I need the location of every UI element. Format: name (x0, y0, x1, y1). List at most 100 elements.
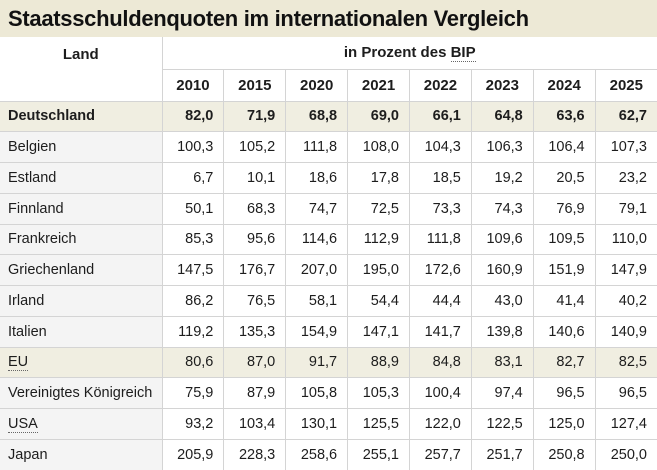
value-cell: 82,5 (595, 347, 657, 379)
value-cell: 140,6 (533, 316, 596, 348)
table-row: Japan 205,9 228,3 258,6 255,1 257,7 251,7 250,8… (0, 439, 657, 470)
country-cell: Irland (0, 285, 163, 317)
unit-label: in Prozent des (343, 44, 447, 62)
value-cell: 151,9 (533, 254, 596, 286)
country-cell: Vereinigtes Königreich (0, 377, 163, 409)
value-cell: 54,4 (347, 285, 410, 317)
value-cell: 147,9 (595, 254, 657, 286)
column-header-year: 2022 (409, 69, 472, 102)
value-cell: 141,7 (409, 316, 472, 348)
value-cell: 195,0 (347, 254, 410, 286)
value-cell: 257,7 (409, 439, 472, 470)
country-cell: Frankreich (0, 224, 163, 256)
column-header-year: 2023 (471, 69, 534, 102)
usa-abbr[interactable]: USA (8, 415, 38, 433)
value-cell: 139,8 (471, 316, 534, 348)
value-cell: 66,1 (409, 101, 472, 133)
value-cell: 82,7 (533, 347, 596, 379)
value-cell: 80,6 (162, 347, 225, 379)
eu-abbr[interactable]: EU (8, 354, 29, 372)
column-header-year: 2010 (162, 69, 225, 102)
value-cell: 93,2 (162, 408, 225, 440)
value-cell: 88,9 (347, 347, 410, 379)
bip-abbr[interactable]: BIP (450, 44, 476, 63)
value-cell: 96,5 (533, 377, 596, 409)
value-cell: 100,4 (409, 377, 472, 409)
value-cell: 75,9 (162, 377, 225, 409)
value-cell: 87,0 (223, 347, 287, 379)
value-cell: 86,2 (162, 285, 225, 317)
column-header-year: 2024 (533, 69, 596, 102)
value-cell: 114,6 (285, 224, 349, 256)
header-row-unit: Land in Prozent des BIP (0, 37, 657, 102)
table-row: Finnland 50,1 68,3 74,7 72,5 73,3 74,3 76,9 79,1 (0, 193, 657, 225)
value-cell: 105,2 (223, 131, 287, 163)
value-cell: 50,1 (162, 193, 225, 225)
value-cell: 105,8 (285, 377, 349, 409)
value-cell: 64,8 (471, 101, 534, 133)
value-cell: 91,7 (285, 347, 349, 379)
value-cell: 109,5 (533, 224, 596, 256)
value-cell: 19,2 (471, 162, 534, 194)
country-cell: USA (0, 408, 163, 440)
column-header-year: 2021 (347, 69, 410, 102)
column-header-unit: in Prozent des BIP (162, 37, 657, 70)
value-cell: 62,7 (595, 101, 657, 133)
value-cell: 140,9 (595, 316, 657, 348)
value-cell: 107,3 (595, 131, 657, 163)
value-cell: 105,3 (347, 377, 410, 409)
value-cell: 250,0 (595, 439, 657, 470)
value-cell: 122,0 (409, 408, 472, 440)
value-cell: 160,9 (471, 254, 534, 286)
value-cell: 103,4 (223, 408, 287, 440)
header-row-years: 2010 2015 2020 2021 2022 2023 2024 2025 (0, 69, 657, 102)
value-cell: 10,1 (223, 162, 287, 194)
column-header-land: Land (0, 37, 163, 102)
value-cell: 104,3 (409, 131, 472, 163)
value-cell: 17,8 (347, 162, 410, 194)
value-cell: 76,5 (223, 285, 287, 317)
value-cell: 251,7 (471, 439, 534, 470)
value-cell: 122,5 (471, 408, 534, 440)
value-cell: 68,8 (285, 101, 349, 133)
value-cell: 44,4 (409, 285, 472, 317)
column-header-year: 2020 (285, 69, 349, 102)
value-cell: 96,5 (595, 377, 657, 409)
value-cell: 147,5 (162, 254, 225, 286)
value-cell: 18,6 (285, 162, 349, 194)
value-cell: 255,1 (347, 439, 410, 470)
value-cell: 112,9 (347, 224, 410, 256)
country-cell: Belgien (0, 131, 163, 163)
value-cell: 85,3 (162, 224, 225, 256)
country-cell: Japan (0, 439, 163, 470)
country-cell: EU (0, 347, 163, 379)
value-cell: 43,0 (471, 285, 534, 317)
value-cell: 135,3 (223, 316, 287, 348)
value-cell: 83,1 (471, 347, 534, 379)
country-cell: Griechenland (0, 254, 163, 286)
value-cell: 119,2 (162, 316, 225, 348)
value-cell: 258,6 (285, 439, 349, 470)
value-cell: 74,7 (285, 193, 349, 225)
table-row: Belgien 100,3 105,2 111,8 108,0 104,3 106,3 106… (0, 131, 657, 163)
value-cell: 18,5 (409, 162, 472, 194)
column-header-year: 2015 (223, 69, 287, 102)
value-cell: 82,0 (162, 101, 225, 133)
value-cell: 41,4 (533, 285, 596, 317)
value-cell: 95,6 (223, 224, 287, 256)
value-cell: 40,2 (595, 285, 657, 317)
table-row: Deutschland 82,0 71,9 68,8 69,0 66,1 64,8 63,6 6… (0, 101, 657, 133)
value-cell: 125,0 (533, 408, 596, 440)
value-cell: 147,1 (347, 316, 410, 348)
value-cell: 106,3 (471, 131, 534, 163)
value-cell: 73,3 (409, 193, 472, 225)
value-cell: 111,8 (285, 131, 349, 163)
value-cell: 97,4 (471, 377, 534, 409)
value-cell: 154,9 (285, 316, 349, 348)
value-cell: 71,9 (223, 101, 287, 133)
value-cell: 69,0 (347, 101, 410, 133)
column-header-year: 2025 (595, 69, 657, 102)
value-cell: 20,5 (533, 162, 596, 194)
value-cell: 63,6 (533, 101, 596, 133)
